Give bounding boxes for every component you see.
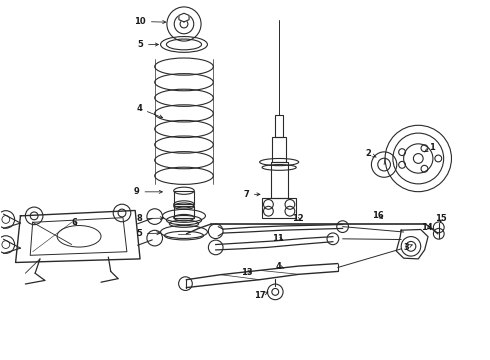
Text: 3: 3 (403, 243, 412, 252)
Bar (272, 137, 286, 162)
Text: 14: 14 (421, 223, 433, 232)
Text: 12: 12 (292, 214, 304, 223)
Bar (262, 198, 296, 218)
Text: 13: 13 (241, 268, 252, 277)
Text: 11: 11 (272, 234, 284, 243)
Bar (275, 116, 283, 137)
Text: 10: 10 (134, 17, 166, 26)
Text: 2: 2 (365, 149, 376, 158)
Text: 16: 16 (372, 211, 384, 220)
Bar (174, 206, 194, 218)
Text: 7: 7 (243, 190, 260, 199)
Text: 5: 5 (137, 40, 158, 49)
Text: 6: 6 (71, 218, 77, 227)
Text: 17: 17 (254, 291, 268, 300)
Text: 4: 4 (136, 104, 163, 118)
Polygon shape (179, 13, 189, 22)
Text: 15: 15 (435, 214, 447, 223)
Text: 1: 1 (424, 143, 436, 152)
Text: 4: 4 (275, 262, 284, 271)
Bar (270, 162, 288, 198)
Text: 8: 8 (136, 214, 163, 223)
Bar (174, 191, 194, 204)
Text: 5: 5 (136, 229, 160, 238)
Text: 9: 9 (134, 187, 162, 196)
